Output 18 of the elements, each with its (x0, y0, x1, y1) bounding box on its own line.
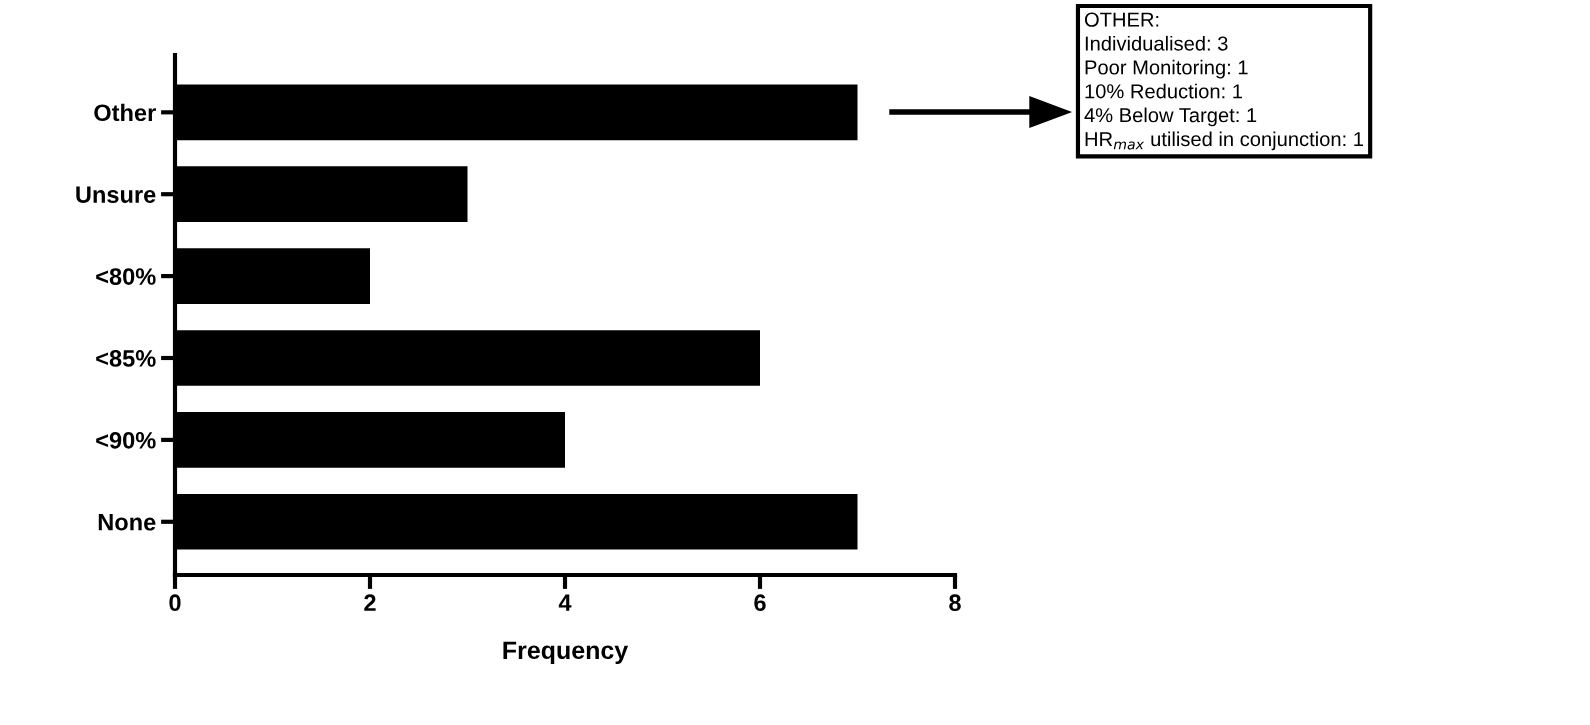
y-tick-label: <90% (96, 431, 156, 449)
x-tick-label: 4 (558, 594, 572, 611)
text: OTHER: (1084, 12, 1159, 27)
y-tick-label: None (98, 514, 156, 531)
y-tick-label: Other (94, 103, 156, 122)
text: Poor Monitoring: 1 (1085, 59, 1248, 79)
x-tick-label: 2 (364, 594, 376, 611)
text: 4% Below Target: 1 (1084, 107, 1257, 127)
x-tick-label: 6 (754, 594, 766, 612)
y-tick-label: <80% (96, 268, 156, 285)
y-tick-label: Unsure (76, 186, 156, 203)
x-tick-label: 8 (949, 594, 961, 612)
y-tick-label: <85% (96, 350, 156, 367)
x-axis-title: Frequency (503, 641, 629, 665)
text: 10% Reduction: 1 (1085, 83, 1242, 99)
text: HR$_{max}$ utilised in conjunction: 1 (1085, 131, 1363, 151)
x-tick-label: 0 (169, 594, 181, 612)
text: Individualised: 3 (1085, 35, 1228, 51)
